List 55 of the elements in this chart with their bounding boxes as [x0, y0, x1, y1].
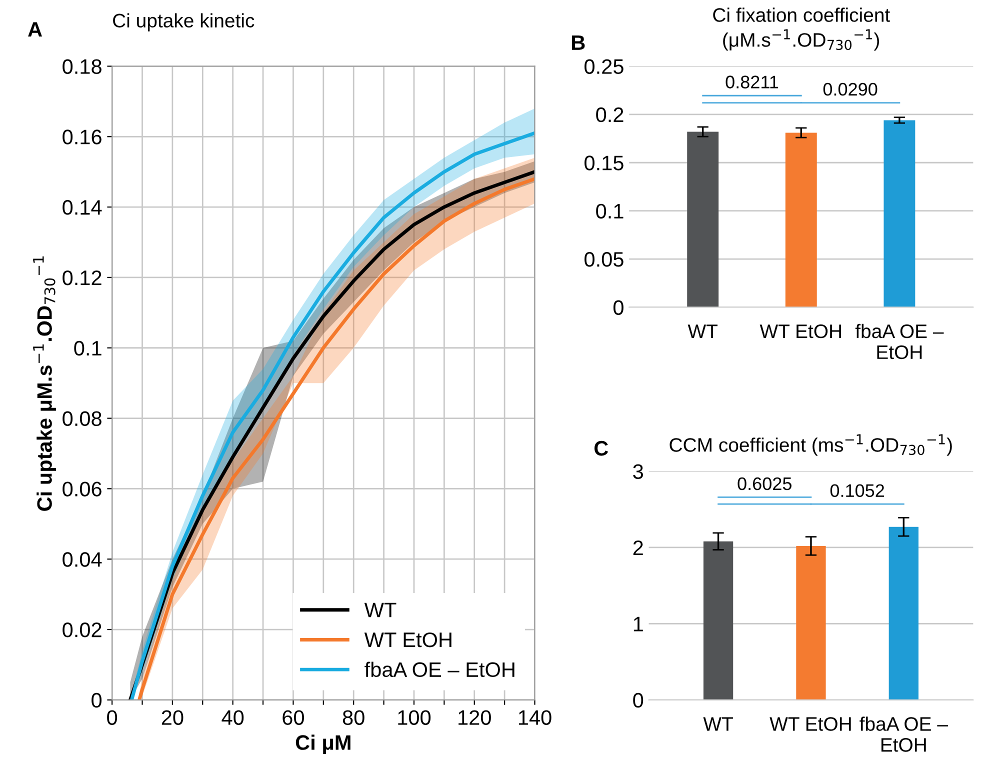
legend-label: WT EtOH [364, 632, 452, 648]
x-tick-label: 120 [458, 710, 491, 725]
annotation: 0.1052 [830, 484, 884, 498]
bar [884, 120, 916, 308]
x-tick-label: 0 [107, 710, 118, 725]
x-tick-label: 40 [222, 710, 244, 725]
x-tick-label: WT EtOH [770, 717, 851, 731]
legend-label: WT [364, 602, 396, 618]
chart-title: Ci uptake kinetic [113, 13, 254, 32]
y-tick-label: 0.14 [62, 200, 102, 215]
bar [687, 132, 719, 308]
x-tick-label: fbaA OE – EtOH [855, 324, 944, 360]
y-tick-label: 0.1 [596, 204, 624, 219]
x-tick-label: 80 [342, 710, 364, 725]
bar [785, 132, 817, 308]
text: C [594, 440, 608, 456]
y-tick-label: 0.2 [596, 107, 624, 122]
y-tick-label: 0.25 [584, 59, 624, 74]
y-tick-label: 1 [634, 616, 643, 632]
x-tick-label: WT [688, 324, 718, 338]
annotation: 0.8211 [726, 76, 778, 88]
text: A [28, 22, 42, 37]
bar [703, 541, 734, 700]
legend-label: fbaA OE – EtOH [364, 662, 514, 678]
chart-title: Ci fixation coefficient (μM.s$^{−1}$.OD$_{730}$$^{−1}$) [713, 8, 890, 51]
y-tick-label: 0.12 [62, 270, 102, 286]
bar [888, 526, 918, 700]
x-tick-label: fbaA OE – EtOH [860, 716, 948, 752]
x-axis-title: Ci μM [296, 734, 350, 754]
x-tick-label: 60 [282, 710, 304, 725]
y-tick-label: 0.16 [62, 130, 102, 144]
y-tick-label: 0.05 [584, 252, 624, 267]
bar [796, 546, 826, 700]
y-tick-label: 0.06 [62, 482, 102, 496]
y-tick-label: 0.08 [62, 411, 102, 426]
annotation: 0.6025 [738, 477, 792, 490]
x-tick-label: 20 [162, 710, 184, 725]
y-axis-title: Ci uptake μM.s$^{−1}$.OD$_{730}$$^{−1}$ [33, 256, 56, 511]
y-tick-label: 3 [633, 464, 644, 479]
x-tick-label: 100 [398, 710, 431, 725]
y-tick-label: 0.18 [62, 59, 102, 74]
y-tick-label: 0.02 [62, 622, 102, 638]
y-tick-label: 0.15 [584, 156, 624, 170]
annotation: 0.0290 [823, 82, 878, 96]
text: B [572, 36, 585, 50]
y-tick-label: 0.1 [74, 340, 102, 356]
y-tick-label: 0 [613, 300, 624, 315]
y-tick-label: 2 [633, 540, 643, 556]
x-tick-label: WT [703, 717, 733, 731]
chart-title: CCM coefficient (ms$^{−1}$.OD$_{730}$$^{−1}$) [670, 434, 952, 456]
y-tick-label: 0 [92, 692, 102, 708]
x-tick-label: 140 [518, 710, 552, 725]
x-tick-label: WT EtOH [760, 324, 841, 338]
y-tick-label: 0 [633, 692, 644, 708]
y-tick-label: 0.04 [62, 552, 102, 567]
